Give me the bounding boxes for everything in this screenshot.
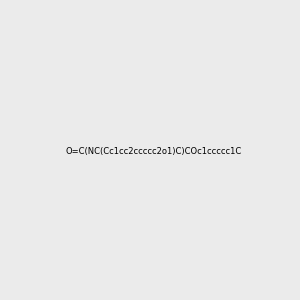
Text: O=C(NC(Cc1cc2ccccc2o1)C)COc1ccccc1C: O=C(NC(Cc1cc2ccccc2o1)C)COc1ccccc1C — [66, 147, 242, 156]
